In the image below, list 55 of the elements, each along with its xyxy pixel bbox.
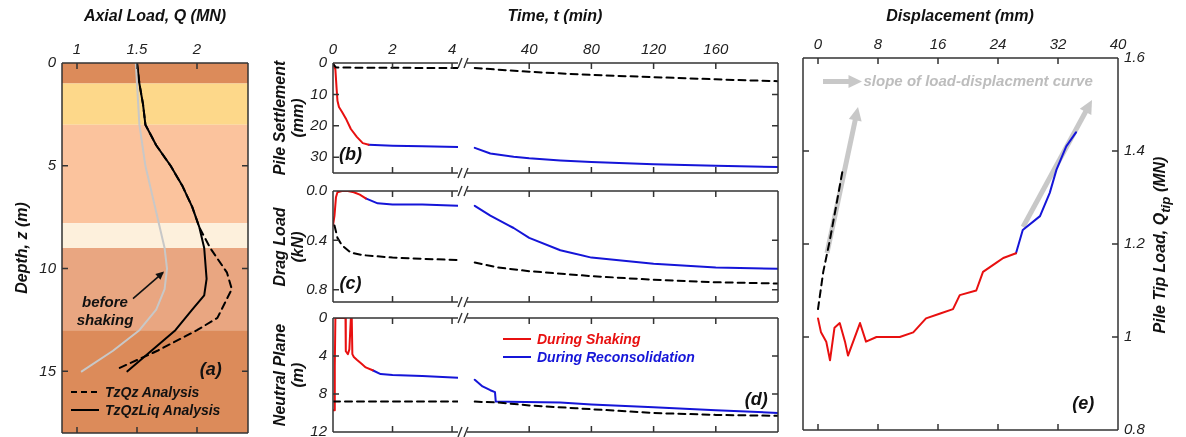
- y-tick-label: 4: [318, 346, 327, 364]
- y-tick-label: 1.2: [1124, 234, 1146, 252]
- annotation: (e): [1072, 392, 1095, 413]
- annotation: (d): [744, 389, 768, 410]
- y-tick-label: 0.0: [306, 181, 328, 199]
- y-tick-label: 30: [310, 147, 328, 165]
- y-tick-label: 8: [318, 384, 328, 402]
- annotation: before shaking: [76, 292, 134, 328]
- legend-label: During Reconsolidation: [537, 348, 695, 366]
- y-tick-label: 20: [309, 116, 328, 134]
- x-tick-label: 16: [929, 35, 947, 53]
- x-tick-label: 2: [191, 40, 202, 58]
- x-tick-label: 40: [1109, 35, 1127, 53]
- annotation: (a): [199, 359, 222, 380]
- x-tick-label: 2: [387, 40, 398, 58]
- x-tick-label: 4: [447, 40, 457, 58]
- x-axis-title: Displacement (mm): [886, 7, 1034, 25]
- x-tick-label: 8: [873, 35, 883, 53]
- y-tick-label: 1.6: [1124, 48, 1146, 66]
- x-tick-label: 24: [988, 35, 1007, 53]
- annotation: (c): [339, 273, 362, 294]
- x-tick-label: 80: [583, 40, 601, 58]
- x-tick-label: 32: [1049, 35, 1067, 53]
- y-tick-label: 0: [47, 53, 57, 71]
- legend-label: During Shaking: [537, 330, 641, 348]
- y-tick-label: 1.4: [1124, 141, 1145, 159]
- y-axis-title: Pile Settlement (mm): [271, 59, 307, 178]
- y-tick-label: 0: [318, 53, 328, 71]
- x-axis-title: Time, t (min): [507, 7, 603, 25]
- x-tick-label: 120: [641, 40, 667, 58]
- y-axis-title: Depth, z (m): [13, 201, 31, 296]
- y-tick-label: 0.8: [306, 279, 328, 297]
- y-tick-label: 0.4: [306, 230, 327, 248]
- x-tick-label: 0: [813, 35, 823, 53]
- y-axis-title: Drag Load (kN): [271, 206, 307, 289]
- y-axis-title: Neutral Plane (m): [271, 322, 307, 429]
- y-tick-label: 15: [39, 361, 57, 379]
- y-tick-label: 0.8: [1124, 420, 1146, 437]
- x-tick-label: 40: [520, 40, 539, 58]
- y-tick-label: 5: [47, 155, 57, 173]
- x-axis-title: Axial Load, Q (MN): [83, 7, 227, 25]
- annotation: slope of load-displacment curve: [863, 72, 1093, 90]
- x-tick-label: 1: [72, 40, 82, 58]
- annotation: (b): [339, 144, 362, 165]
- x-tick-label: 1.5: [126, 40, 149, 58]
- y-tick-label: 12: [310, 422, 328, 437]
- line-series: [817, 168, 844, 311]
- y-tick-label: 0: [318, 308, 328, 326]
- x-tick-label: 160: [703, 40, 729, 58]
- y-tick-label: 10: [310, 84, 328, 102]
- y-tick-label: 1: [1124, 327, 1133, 345]
- legend-label: TzQz Analysis: [105, 383, 200, 401]
- line-series: [333, 224, 458, 262]
- y-tick-label: 10: [39, 258, 57, 276]
- legend-label: TzQzLiq Analysis: [105, 401, 221, 419]
